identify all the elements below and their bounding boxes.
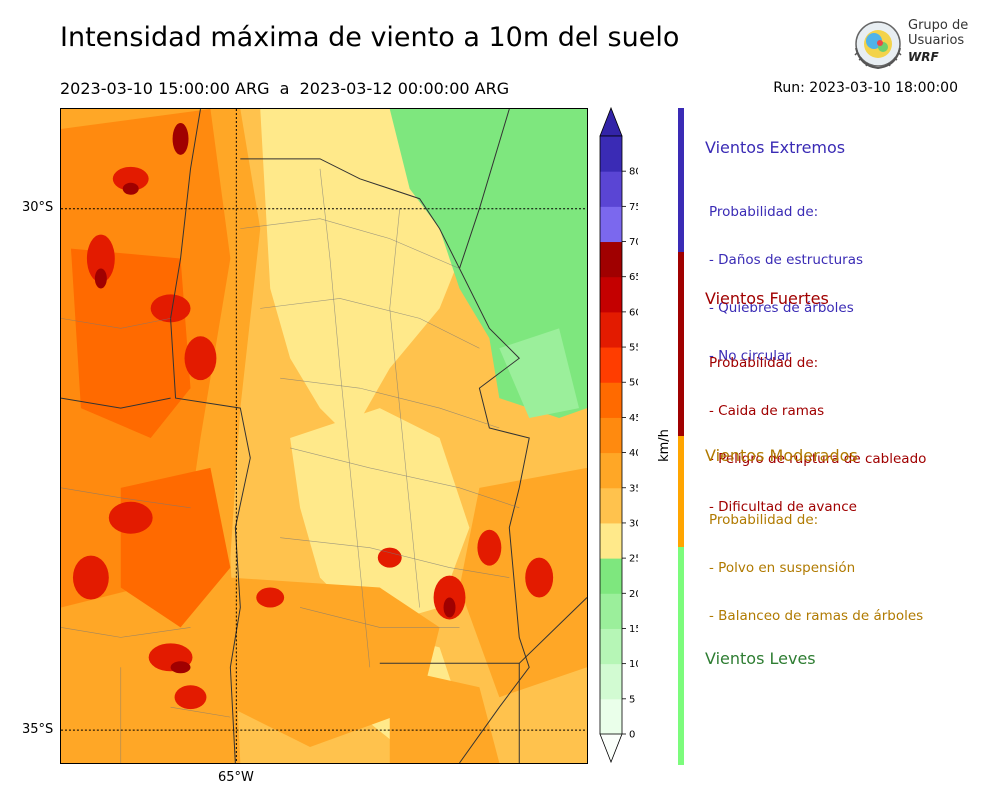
colorbar-segment [600,417,622,454]
colorbar-segment [600,311,622,348]
colorbar-tick-label: 5 [629,694,635,705]
category-items-moderate: Probabilidad de: - Polvo en suspensión -… [709,512,924,624]
dark-red-spots [94,122,456,674]
colorbar-segment [600,593,622,629]
colorbar-extend-low [599,733,623,764]
province-boundaries [61,109,587,763]
colorbar-tick-label: 50 [629,378,638,389]
colorbar-tick-label: 70 [629,237,638,248]
page-title: Intensidad máxima de viento a 10m del su… [60,22,680,53]
extreme-spots [72,166,554,710]
date-range: 2023-03-10 15:00:00 ARG a 2023-03-12 00:… [60,79,510,98]
graticule [61,109,587,763]
category-items-strong: Probabilidad de: - Caida de ramas - Peli… [709,355,927,515]
colorbar-frame [599,135,623,735]
colorbar-segment [600,171,622,207]
logo-wrf: WRF [908,50,939,64]
lon-label-65w: 65°W [218,770,254,785]
colorbar-segment [600,487,622,524]
colorbar-segment [600,382,622,418]
lat-label-30s: 30°S [22,200,54,215]
colorbar-tick-label: 60 [629,307,638,318]
colorbar-segment [600,558,622,594]
colorbar-tick-label: 65 [629,272,638,283]
legend-bar-strong [678,252,684,436]
legend-bar-moderate [678,436,684,547]
lat-label-35s: 35°S [22,722,54,737]
colorbar-tick-label: 30 [629,518,638,529]
category-title-extreme: Vientos Extremos [705,138,846,157]
colorbar-segment [600,522,622,559]
colorbar-tick-label: 35 [629,483,638,494]
colorbar-unit: km/h [656,429,672,462]
category-items-extreme: Probabilidad de: - Daños de estructuras … [709,204,864,364]
colorbar-tick-label: 40 [629,448,638,459]
category-title-light: Vientos Leves [705,649,816,668]
category-title-moderate: Vientos Moderados [705,446,858,465]
legend-bar-light [678,547,684,765]
colorbar-segment [600,663,622,700]
colorbar-tick-label: 55 [629,343,638,354]
colorbar-tick-label: 25 [629,554,638,565]
colorbar-segment [600,136,622,172]
department-boundaries [61,168,520,763]
colorbar-segment [600,347,622,383]
globe-logo-icon [854,21,902,70]
legend-bar-extreme [678,108,684,252]
logo: Grupo de Usuarios WRF [850,16,975,72]
colorbar-segment [600,241,622,278]
colorbar-tick-label: 15 [629,624,638,635]
colorbar-segment [600,452,622,489]
colorbar-segment [600,276,622,313]
run-time: Run: 2023-03-10 18:00:00 [773,80,958,96]
category-title-strong: Vientos Fuertes [705,289,829,308]
colorbar-segment [600,628,622,665]
colorbar-segment [600,206,622,243]
wind-map [60,108,588,764]
colorbar: 0 5 10 15 20 25 30 35 40 45 50 55 60 65 70 75 80 [599,106,638,764]
colorbar-extend-high [599,106,623,137]
logo-text: Grupo de Usuarios [908,18,969,48]
colorbar-tick-label: 0 [629,730,635,741]
colorbar-tick-label: 10 [629,659,638,670]
colorbar-tick-label: 80 [629,167,638,178]
colorbar-tick-label: 45 [629,413,638,424]
colorbar-tick-label: 75 [629,202,638,213]
colorbar-tick-label: 20 [629,589,638,600]
colorbar-segment [600,698,622,735]
